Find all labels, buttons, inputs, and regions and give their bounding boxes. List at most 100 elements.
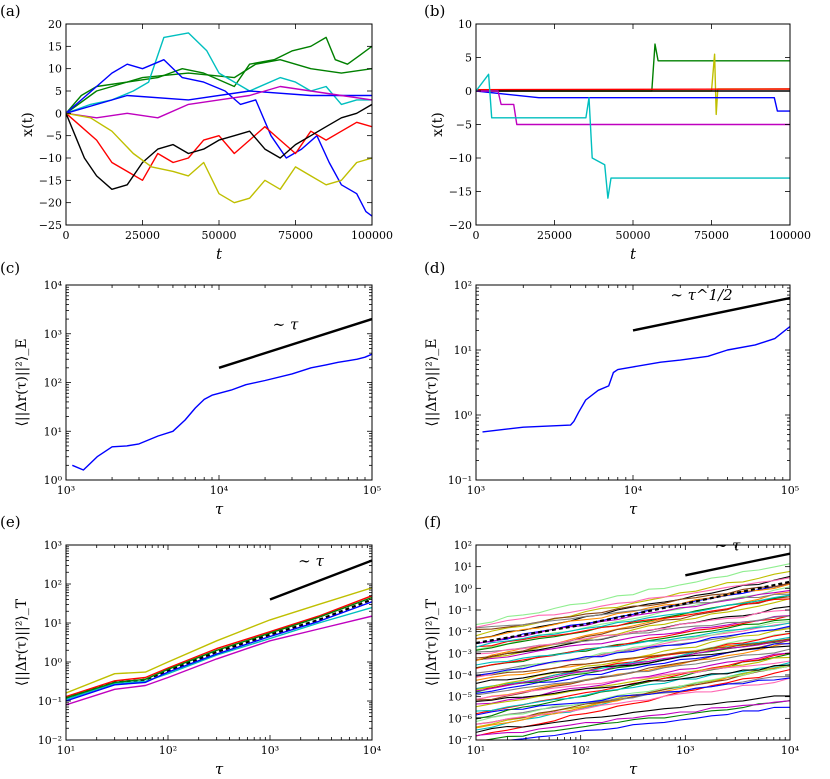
- series-line-magenta: [66, 615, 372, 706]
- plot-area-f: [476, 552, 790, 740]
- y-tick-label: 10⁻⁵: [448, 691, 472, 704]
- y-tick-label: 5: [465, 52, 472, 65]
- x-axis-label: τ: [215, 500, 224, 518]
- ensemble-line: [476, 695, 790, 733]
- ensemble-line: [476, 639, 790, 692]
- series-line-green: [476, 43, 790, 92]
- y-tick-label: 10⁰: [454, 409, 473, 422]
- y-tick-label: −5: [456, 119, 472, 132]
- y-tick-label: 10⁻⁴: [448, 669, 473, 682]
- ensemble-line: [476, 669, 790, 737]
- series-line-mean: [476, 580, 790, 645]
- y-tick-label: 10³: [44, 539, 62, 552]
- plot-area-e: [66, 559, 372, 706]
- series-line-red: [66, 595, 372, 698]
- y-tick-label: 10⁻⁶: [448, 712, 473, 725]
- reference-slope-line: [269, 559, 372, 601]
- x-tick-label: 50000: [616, 229, 651, 242]
- x-tick-label: 25000: [125, 229, 160, 242]
- series-line-msd: [482, 325, 790, 433]
- ensemble-line: [482, 700, 790, 740]
- ensemble-line: [476, 664, 790, 703]
- y-tick-label: 10²: [454, 539, 472, 552]
- ensemble-line: [476, 609, 790, 655]
- x-tick-label: 50000: [202, 229, 237, 242]
- y-tick-label: 15: [48, 40, 62, 53]
- ensemble-line: [476, 636, 790, 690]
- y-tick-label: 10³: [44, 328, 62, 341]
- y-tick-label: 0: [465, 85, 472, 98]
- series-line-magenta: [66, 85, 372, 119]
- y-axis-label: x(t): [430, 112, 446, 136]
- x-tick-label: 10¹: [57, 744, 75, 757]
- series-line-yellow: [476, 53, 790, 116]
- x-axis-label: t: [630, 245, 637, 263]
- series-line-blue: [476, 90, 790, 112]
- axes-frame: [65, 544, 373, 741]
- series-line-blue: [66, 59, 372, 217]
- ensemble-line: [476, 700, 790, 737]
- x-axis-label: τ: [629, 760, 638, 778]
- x-tick-label: 100000: [351, 229, 393, 242]
- y-tick-label: −10: [39, 152, 62, 165]
- axes-frame: [475, 284, 791, 481]
- ensemble-line: [476, 676, 790, 719]
- y-tick-label: −20: [449, 219, 472, 232]
- ensemble-line: [476, 622, 790, 666]
- ensemble-line: [476, 598, 790, 661]
- axes-frame: [65, 23, 373, 226]
- axes-frame: [475, 544, 791, 741]
- reference-slope-line: [218, 317, 372, 369]
- ensemble-line: [476, 583, 790, 645]
- y-tick-label: 20: [48, 18, 62, 31]
- series-line-blue: [66, 601, 372, 702]
- series-line-cyan: [66, 32, 372, 114]
- y-tick-label: −20: [39, 197, 62, 210]
- ensemble-line: [476, 677, 790, 716]
- ensemble-line: [476, 656, 790, 708]
- ensemble-line: [476, 648, 790, 696]
- ensemble-line: [476, 677, 790, 725]
- y-tick-label: 10⁰: [454, 582, 473, 595]
- ensemble-line: [476, 598, 790, 648]
- plot-area-c: [72, 317, 372, 471]
- y-tick-label: −15: [39, 174, 62, 187]
- reference-slope-line: [685, 552, 790, 577]
- panel-label-d: (d): [424, 259, 445, 277]
- x-tick-label: 10⁵: [781, 484, 799, 497]
- x-tick-label: 10⁵: [363, 484, 381, 497]
- x-tick-label: 10¹: [467, 744, 485, 757]
- y-axis-label: ⟨||Δr(τ)||²⟩_T: [424, 598, 440, 686]
- y-tick-label: 5: [55, 85, 62, 98]
- y-tick-label: 10⁻⁷: [448, 734, 473, 747]
- x-axis-label: τ: [215, 760, 224, 778]
- ensemble-line: [476, 618, 790, 669]
- slope-annotation: ∼ τ: [298, 552, 324, 570]
- y-tick-label: 10⁻²: [38, 734, 62, 747]
- series-line-cyan: [66, 606, 372, 701]
- y-tick-label: 10: [48, 63, 62, 76]
- x-tick-label: 0: [473, 229, 480, 242]
- y-tick-label: 10⁻¹: [38, 695, 62, 708]
- ensemble-line: [476, 615, 790, 661]
- y-tick-label: 10¹: [454, 561, 472, 574]
- x-tick-label: 10²: [159, 744, 177, 757]
- x-tick-label: 75000: [278, 229, 313, 242]
- panel-a: 0 25000 50000 75000 100000 −25 −20 −15 −10 −5 0 5 10…: [20, 18, 393, 263]
- y-tick-label: 10⁰: [44, 656, 63, 669]
- ensemble-line: [476, 614, 790, 669]
- y-tick-label: 0: [55, 107, 62, 120]
- y-tick-label: −15: [449, 186, 472, 199]
- panel-c: 10³ 10⁴ 10⁵ 10⁰ 10¹ 10² 10³ 10⁴ ∼ τ τ ⟨||Δr(τ)||²⟩…: [14, 279, 381, 518]
- ensemble-line: [476, 594, 790, 648]
- x-tick-label: 10³: [676, 744, 694, 757]
- panel-label-e: (e): [0, 513, 21, 531]
- plot-area-d: [482, 296, 790, 433]
- ensemble-line: [476, 577, 790, 628]
- series-line-yellow: [66, 587, 372, 694]
- panel-label-c: (c): [0, 259, 20, 277]
- y-axis-label: ⟨||Δr(τ)||²⟩_E: [14, 338, 30, 426]
- series-line-red: [476, 88, 790, 91]
- series-line-red: [66, 112, 372, 182]
- panel-b: 0 25000 50000 75000 100000 −20 −15 −10 −5 0 5 10 t x(…: [430, 18, 811, 263]
